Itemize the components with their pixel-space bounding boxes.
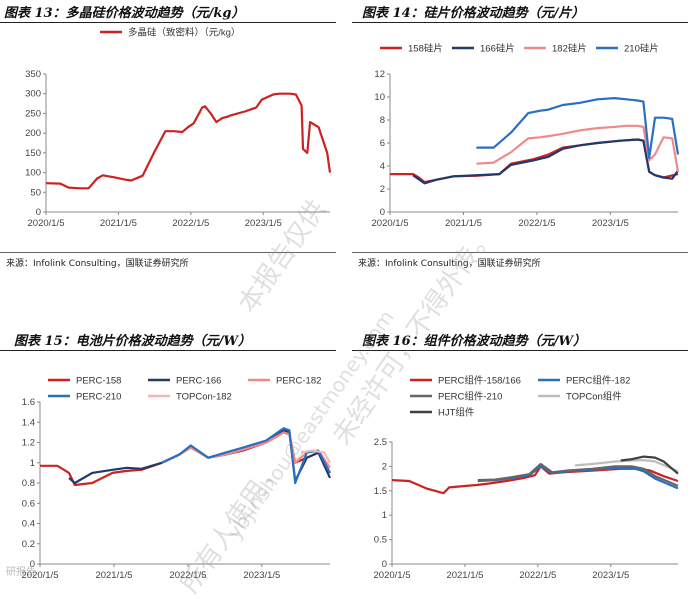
x-tick-label: 2023/1/5 [592,218,629,229]
series-line-0 [45,92,332,190]
legend-label: PERC-158 [76,376,121,387]
watermark-line5: 研报告 [6,567,36,578]
y-tick-label: 50 [30,187,41,198]
legend-label: PERC组件-158/166 [438,375,521,387]
y-tick-label: 200 [25,128,41,139]
x-tick-label: 2023/1/5 [592,570,629,579]
y-tick-label: 1.4 [22,417,35,428]
legend-label: PERC组件-210 [438,391,502,403]
legend-label: PERC-166 [176,376,221,387]
legend-label: PERC-210 [76,392,121,403]
panel-module: 图表 16：组件价格波动趋势（元/W） 0 0.5 1 1.5 2 2.5 2020/1/5… [352,328,693,579]
y-tick-label: 0.6 [22,498,35,509]
y-tick-label: 1.6 [22,397,35,408]
y-tick-label: 0.2 [22,539,35,550]
source-rule [352,252,688,253]
x-tick-label: 2020/1/5 [22,570,59,579]
x-tick-label: 2020/1/5 [372,218,409,229]
module-chart: 0 0.5 1 1.5 2 2.5 2020/1/5 2021/1/5 2022/1/5 2023… [374,375,679,579]
panel-wafer: 图表 14：硅片价格波动趋势（元/片） 0 2 4 6 8 10 12 2020/1/5 202… [352,0,693,270]
y-tick-label: 250 [25,108,41,119]
y-tick-label: 1 [30,458,35,469]
chart-title-16: 图表 16：组件价格波动趋势（元/W） [362,334,586,349]
legend-label: PERC-182 [276,376,321,387]
y-tick-label: 1.2 [22,438,35,449]
title-rule [0,350,336,351]
y-tick-label: 4 [380,161,385,172]
y-tick-label: 0 [382,559,387,570]
y-tick-label: 1 [382,510,387,521]
x-tick-label: 2022/1/5 [518,218,555,229]
polysilicon-chart: 0 50 100 150 200 250 300 350 2020/1/5 2021/1/5 202… [25,27,332,229]
y-tick-label: 1.5 [374,486,387,497]
x-tick-label: 2021/1/5 [445,218,482,229]
chart-title-14: 图表 14：硅片价格波动趋势（元/片） [362,6,585,21]
y-tick-label: 0 [36,207,41,218]
y-tick-label: 150 [25,148,41,159]
y-tick-label: 100 [25,168,41,179]
legend-label: 158硅片 [408,43,443,55]
legend-label: PERC组件-182 [566,375,630,387]
y-tick-label: 0 [30,559,35,570]
series-line-4 [620,455,679,475]
y-tick-label: 2.5 [374,437,387,448]
legend-label: HJT组件 [438,407,475,419]
x-tick-label: 2021/1/5 [446,570,483,579]
title-rule [0,22,336,23]
y-tick-label: 300 [25,89,41,100]
x-tick-label: 2020/1/5 [374,570,411,579]
series-line-2 [476,124,680,172]
cell-chart: 0 0.2 0.4 0.6 0.8 1 1.2 1.4 1.6 2020/1/5 2021/1/5 2… [22,376,331,579]
y-tick-label: 10 [374,92,385,103]
legend-label: 182硅片 [552,43,587,55]
y-tick-label: 0.8 [22,478,35,489]
y-tick-label: 0.4 [22,519,35,530]
y-tick-label: 8 [380,115,385,126]
legend-label: 166硅片 [480,43,515,55]
x-tick-label: 2023/1/5 [245,218,282,229]
chart-source-14: 来源：Infolink Consulting，国联证券研究所 [358,259,541,269]
x-tick-label: 2021/1/5 [95,570,132,579]
series-line-3 [574,458,679,473]
x-tick-label: 2022/1/5 [169,570,206,579]
wafer-chart: 0 2 4 6 8 10 12 2020/1/5 2021/1/5 2022/1/5 2023/1/… [372,43,680,229]
legend-label: 多晶硅（致密料）（元/kg） [128,27,240,39]
panel-cell: 图表 15：电池片价格波动趋势（元/W） 0 0.2 0.4 0.6 0.8 1 1.2 1.… [0,328,342,579]
y-tick-label: 2 [382,461,387,472]
legend-label: TOPCon组件 [566,391,622,403]
series-line-3 [476,96,680,159]
source-rule [0,252,336,253]
x-tick-label: 2023/1/5 [243,570,280,579]
chart-source-13: 来源：Infolink Consulting，国联证券研究所 [6,259,189,269]
chart-title-13: 图表 13：多晶硅价格波动趋势（元/kg） [4,6,245,21]
x-tick-label: 2021/1/5 [100,218,137,229]
chart-title-15: 图表 15：电池片价格波动趋势（元/W） [14,334,251,349]
series-line-2 [477,462,679,487]
x-tick-label: 2022/1/5 [172,218,209,229]
series-line-4 [300,449,331,464]
x-tick-label: 2020/1/5 [28,218,65,229]
title-rule [352,350,688,351]
legend-label: TOPCon-182 [176,392,232,403]
panel-polysilicon: 图表 13：多晶硅价格波动趋势（元/kg） 0 50 100 150 200 250 300… [0,0,342,270]
y-tick-label: 12 [374,69,385,80]
y-tick-label: 6 [380,138,385,149]
x-tick-label: 2022/1/5 [519,570,556,579]
y-tick-label: 0.5 [374,535,387,546]
series-line-3 [161,427,331,485]
y-tick-label: 0 [380,207,385,218]
y-tick-label: 350 [25,69,41,80]
title-rule [352,22,688,23]
series-line-1 [412,138,679,185]
y-tick-label: 2 [380,184,385,195]
legend-label: 210硅片 [624,43,659,55]
